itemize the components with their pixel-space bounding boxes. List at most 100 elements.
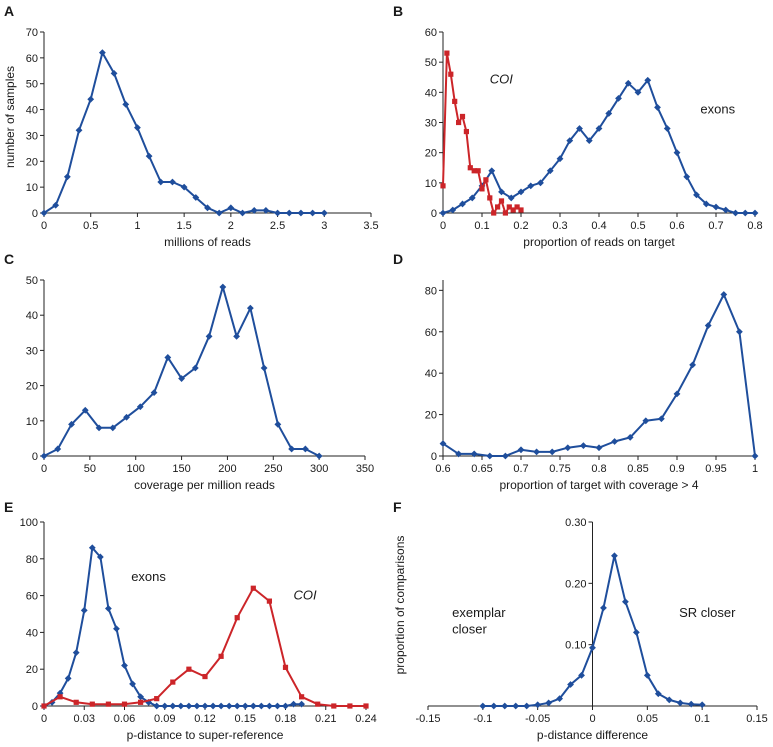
diamond-marker: [129, 680, 136, 688]
x-tick-label: 0.8: [747, 220, 762, 232]
square-marker: [282, 664, 289, 670]
x-tick-label: 1: [134, 220, 140, 232]
square-marker: [315, 701, 321, 707]
square-marker: [514, 204, 520, 210]
y-tick-label: 0: [32, 701, 38, 713]
diamond-marker: [157, 178, 165, 186]
diamond-marker: [663, 125, 671, 132]
x-tick-label: 0.05: [637, 713, 658, 725]
diamond-marker: [654, 104, 661, 111]
panel-a-letter: A: [4, 3, 14, 19]
diamond-marker: [439, 209, 447, 217]
x-tick-label: -0.15: [415, 713, 440, 725]
diamond-marker: [145, 152, 153, 160]
y-tick-label: 60: [26, 53, 38, 65]
square-marker: [234, 615, 240, 621]
diamond-marker: [712, 203, 720, 211]
square-marker: [331, 703, 337, 709]
square-marker: [483, 177, 489, 183]
diamond-marker: [632, 629, 640, 636]
square-marker: [170, 679, 176, 685]
diamond-marker: [741, 209, 749, 217]
diamond-marker: [227, 204, 235, 212]
y-tick-label: 0.10: [565, 640, 586, 652]
x-tick-label: 0.1: [695, 713, 710, 725]
annotation-exons: exons: [131, 569, 166, 584]
square-marker: [138, 699, 144, 705]
square-marker: [347, 703, 353, 709]
square-marker: [57, 694, 63, 700]
diamond-marker: [217, 702, 225, 710]
square-marker: [456, 119, 462, 126]
x-tick-label: 0.9: [669, 463, 684, 475]
x-tick-label: 0.21: [315, 713, 336, 725]
diamond-marker: [580, 442, 587, 450]
x-tick-label: 0.65: [471, 463, 492, 475]
square-marker: [459, 113, 466, 120]
diamond-marker: [219, 283, 227, 291]
diamond-marker: [204, 204, 211, 212]
diamond-marker: [68, 420, 75, 428]
y-tick-label: 20: [26, 156, 38, 168]
diamond-marker: [676, 699, 684, 707]
diamond-marker: [545, 699, 553, 707]
x-tick-label: 0.03: [74, 713, 95, 725]
diamond-marker: [704, 322, 712, 329]
square-marker: [506, 204, 512, 210]
diamond-marker: [298, 700, 305, 708]
diamond-marker: [123, 413, 130, 421]
diamond-marker: [52, 201, 60, 209]
x-tick-label: 300: [310, 463, 328, 475]
panel-a-ylabel: number of samples: [3, 66, 17, 168]
diamond-marker: [249, 702, 257, 710]
square-marker: [186, 666, 192, 672]
y-tick-label: 10: [425, 178, 437, 190]
annotation-exons: exons: [700, 101, 735, 116]
diamond-marker: [193, 702, 201, 710]
diamond-marker: [246, 304, 254, 312]
panel-a: A number of samples 0 0.5 1 1.5 2 2.5 3 3.5 0 10 2…: [3, 3, 379, 249]
x-tick-label: 0.8: [591, 463, 606, 475]
diamond-marker: [566, 137, 574, 144]
diamond-marker: [751, 452, 759, 460]
x-tick-label: 2: [228, 220, 234, 232]
diamond-marker: [169, 178, 176, 186]
diamond-marker: [297, 209, 305, 217]
panel-d-xlabel: proportion of target with coverage > 4: [499, 478, 698, 492]
x-tick-label: 0: [440, 220, 446, 232]
diamond-marker: [751, 209, 759, 217]
x-tick-label: 3: [321, 220, 327, 232]
square-marker: [363, 703, 369, 709]
diamond-marker: [449, 206, 457, 214]
x-tick-label: 0: [41, 463, 47, 475]
diamond-marker: [250, 207, 258, 214]
diamond-marker: [533, 448, 540, 456]
square-marker: [121, 701, 128, 707]
diamond-marker: [486, 452, 494, 460]
diamond-marker: [185, 702, 193, 710]
panel-f-plot: -0.15 -0.1 -0.05 0 0.05 0.1 0.15 0.10 0.20 0.30 p-…: [415, 517, 767, 742]
diamond-marker: [644, 76, 652, 84]
diamond-marker: [512, 702, 520, 710]
diamond-marker: [137, 693, 144, 701]
square-marker: [491, 210, 497, 216]
series-line-coi: [43, 587, 366, 707]
panel-a-plot: 0 0.5 1 1.5 2 2.5 3 3.5 0 10 20 30 40 50 60 70 millions …: [26, 27, 379, 249]
diamond-marker: [605, 110, 613, 117]
diamond-marker: [266, 702, 273, 710]
diamond-marker: [470, 450, 478, 458]
diamond-marker: [611, 552, 618, 560]
diamond-marker: [192, 194, 200, 201]
diamond-marker: [537, 179, 544, 187]
x-tick-label: 0: [41, 713, 47, 725]
diamond-marker: [722, 206, 730, 214]
diamond-marker: [315, 452, 323, 460]
x-tick-label: 0.5: [630, 220, 645, 232]
square-marker: [510, 207, 516, 213]
diamond-marker: [110, 69, 118, 77]
diamond-marker: [479, 702, 487, 710]
diamond-marker: [260, 364, 268, 372]
diamond-marker: [177, 702, 185, 710]
diamond-marker: [63, 173, 71, 181]
diamond-marker: [180, 183, 188, 191]
